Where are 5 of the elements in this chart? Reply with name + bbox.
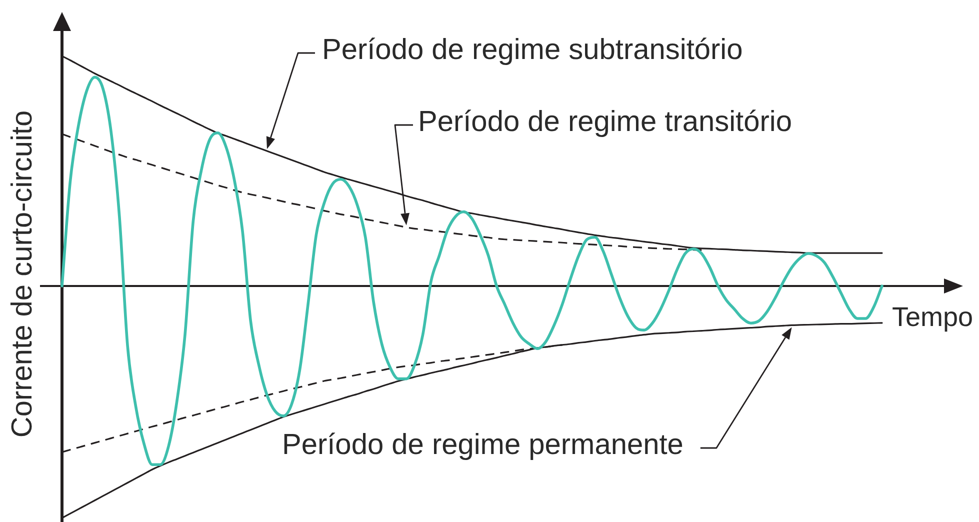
annotation: Período de regime transitório: [418, 106, 792, 139]
annotation: Período de regime subtransitório: [322, 34, 743, 67]
annotation: Período de regime permanente: [282, 429, 684, 462]
y-axis-title: Corrente de curto-circuito: [6, 110, 40, 438]
x-axis-title: Tempo: [892, 301, 974, 334]
